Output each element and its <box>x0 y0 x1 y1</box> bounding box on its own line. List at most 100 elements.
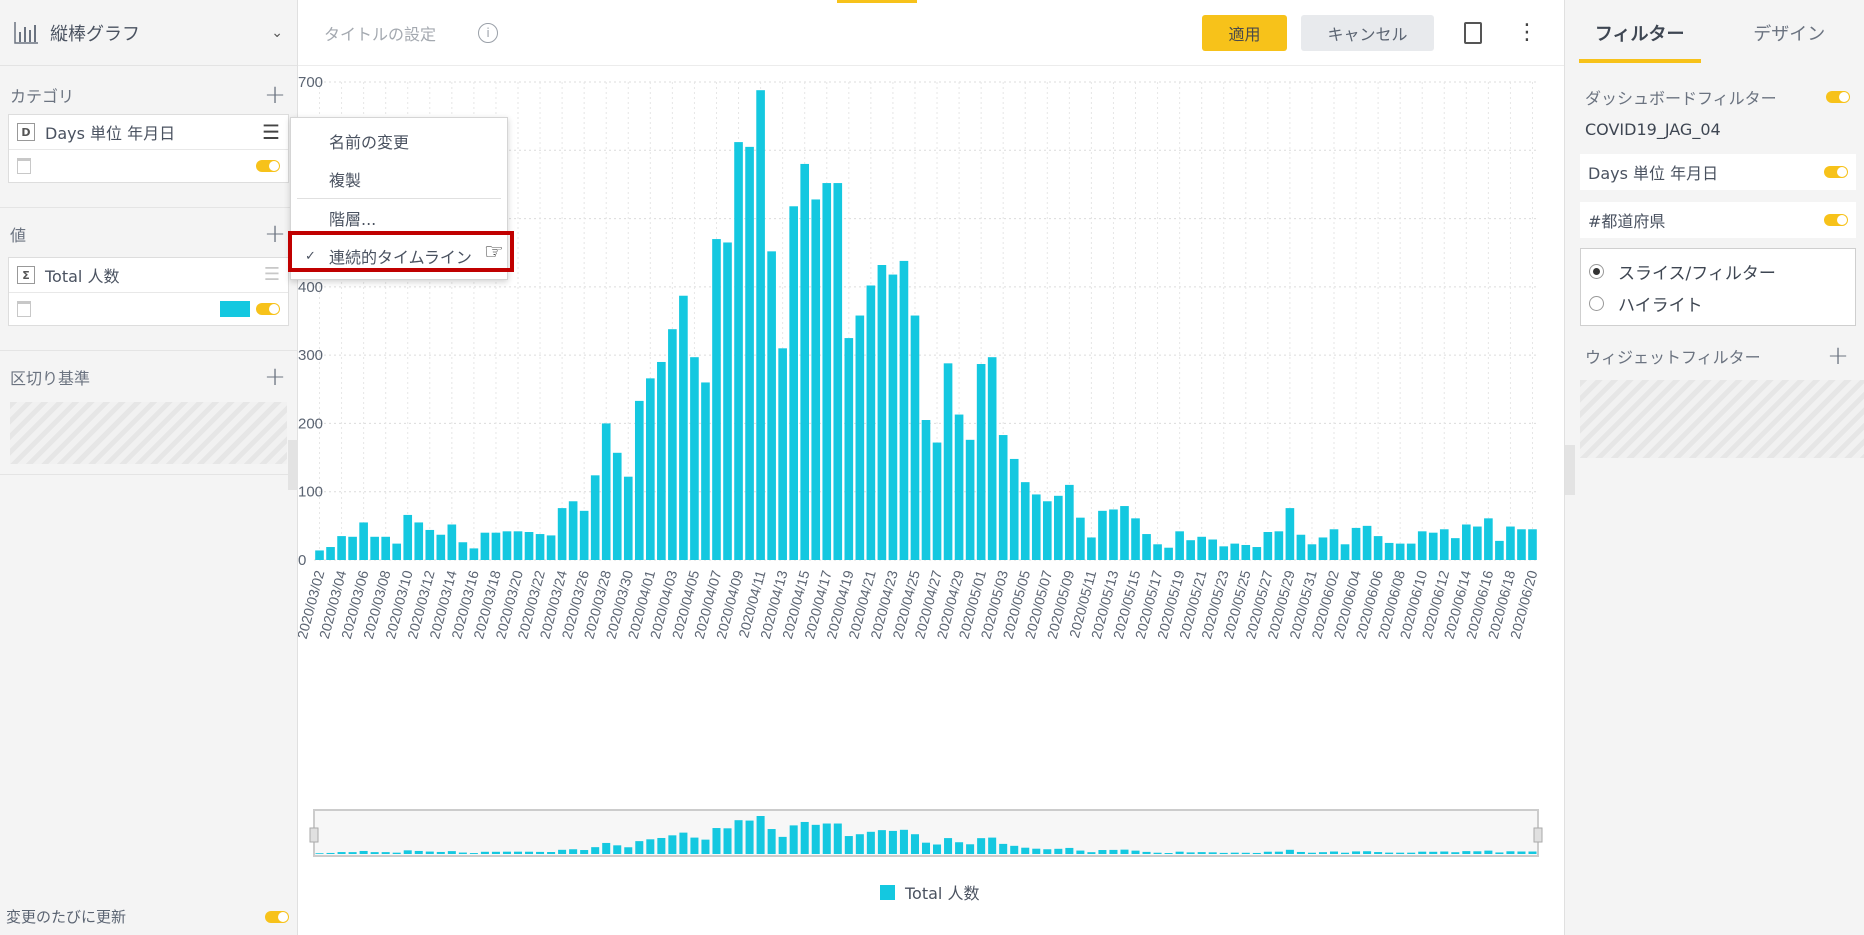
y-tick-label: 200 <box>298 415 323 432</box>
bar <box>535 534 545 560</box>
bar <box>1406 543 1416 560</box>
bar <box>1318 537 1328 560</box>
add-category-icon[interactable]: + <box>264 80 286 110</box>
title-input[interactable]: タイトルの設定 <box>324 24 437 44</box>
navigator-bar <box>910 834 919 854</box>
bar <box>855 315 865 560</box>
bar <box>1506 526 1515 560</box>
navigator-bar <box>414 850 423 854</box>
navigator-bar <box>1230 852 1239 854</box>
menu-item-rename[interactable]: 名前の変更 <box>329 133 410 152</box>
bar <box>623 476 633 560</box>
bar <box>1109 509 1118 560</box>
bar <box>359 522 368 560</box>
navigator-bar <box>690 837 699 854</box>
sigma-badge-icon: Σ <box>17 266 35 284</box>
bar <box>568 501 578 560</box>
bar <box>690 357 699 560</box>
bar <box>1230 543 1240 560</box>
value-field-row[interactable]: Σ Total 人数 ☰ <box>9 258 288 293</box>
trash-icon[interactable] <box>17 158 31 174</box>
navigator-bar <box>679 832 688 854</box>
navigator-bar <box>966 844 975 854</box>
bar <box>1395 543 1405 560</box>
hamburger-menu-icon[interactable]: ☰ <box>262 120 280 144</box>
filter-toggle[interactable] <box>1824 166 1848 178</box>
navigator-bar <box>613 845 622 854</box>
navigator-bar <box>822 823 831 854</box>
navigator-bar <box>1462 851 1471 854</box>
value-toggle[interactable] <box>256 303 280 315</box>
navigator-bar <box>348 852 357 854</box>
apply-button[interactable]: 適用 <box>1202 14 1287 51</box>
radio-checked-icon <box>1589 263 1604 279</box>
add-widget-filter-icon[interactable]: + <box>1827 341 1849 371</box>
bar <box>888 274 898 560</box>
widget-filter-drop-zone[interactable] <box>1580 380 1864 458</box>
info-icon[interactable]: i <box>478 22 499 43</box>
widget-toolbar: タイトルの設定 i 適用 キャンセル ⋮ <box>298 0 1564 66</box>
tab-filter[interactable]: フィルター <box>1565 0 1715 66</box>
navigator-bar <box>1451 852 1460 854</box>
y-tick-label: 100 <box>298 484 323 501</box>
menu-item-duplicate[interactable]: 複製 <box>329 171 362 190</box>
left-collapse-handle[interactable] <box>288 440 298 490</box>
bar <box>745 146 754 560</box>
menu-item-continuous-timeline[interactable]: 連続的タイムライン <box>291 237 507 275</box>
navigator-bar <box>502 851 511 854</box>
bar <box>601 423 611 560</box>
bar <box>1076 517 1085 560</box>
dashboard-filter-toggle[interactable] <box>1826 91 1850 103</box>
bar <box>1495 540 1504 560</box>
navigator-bar <box>381 852 390 854</box>
document-check-icon[interactable] <box>1464 21 1482 44</box>
filter-card-prefecture[interactable]: #都道府県 <box>1580 202 1856 238</box>
navigator-bar <box>1142 851 1151 854</box>
navigator-bar <box>734 820 743 854</box>
more-options-icon[interactable]: ⋮ <box>1516 19 1538 45</box>
radio-label: スライス/フィルター <box>1618 263 1776 284</box>
bar <box>833 183 843 560</box>
navigator-bar <box>635 841 644 854</box>
navigator-bar <box>1032 848 1041 854</box>
category-field-row[interactable]: D Days 単位 年月日 ☰ <box>9 115 288 150</box>
navigator-bar <box>558 849 567 854</box>
filter-card-date[interactable]: Days 単位 年月日 <box>1580 154 1856 190</box>
navigator-bar <box>1473 851 1482 854</box>
right-panel: フィルター デザイン ダッシュボードフィルター COVID19_JAG_04 D… <box>1564 0 1864 935</box>
color-swatch[interactable] <box>220 301 250 317</box>
filter-toggle[interactable] <box>1824 214 1848 226</box>
add-breakby-icon[interactable]: + <box>264 362 286 392</box>
bar <box>1020 482 1030 560</box>
bar <box>337 536 346 560</box>
add-value-icon[interactable]: + <box>264 219 286 249</box>
navigator-handle-left <box>309 827 319 843</box>
menu-item-hierarchy[interactable]: 階層... <box>329 210 377 229</box>
chart-type-selector[interactable]: 縦棒グラフ ⌄ <box>0 0 297 66</box>
cancel-button[interactable]: キャンセル <box>1301 14 1434 51</box>
left-panel: 縦棒グラフ ⌄ カテゴリ + D Days 単位 年月日 ☰ 値 + <box>0 0 298 935</box>
chevron-down-icon[interactable]: ⌄ <box>271 24 283 41</box>
tab-design[interactable]: デザイン <box>1753 24 1826 45</box>
navigator-bar <box>1440 851 1449 854</box>
auto-update-toggle[interactable] <box>265 910 289 923</box>
bar <box>1219 546 1229 560</box>
breakby-drop-zone[interactable] <box>10 402 287 464</box>
navigator-bar <box>580 850 589 854</box>
right-collapse-handle[interactable] <box>1565 445 1575 495</box>
bar-chart: 0100200300400500600700 2020/03/022020/03… <box>298 74 1543 857</box>
divider <box>0 350 297 362</box>
hamburger-menu-icon[interactable]: ☰ <box>263 264 280 285</box>
navigator-bar <box>944 838 953 854</box>
radio-slice-filter[interactable]: スライス/フィルター <box>1589 255 1847 287</box>
widget-filter-label: ウィジェットフィルター <box>1585 348 1761 367</box>
navigator-bar <box>370 852 379 854</box>
value-section-label: 値 <box>10 226 27 245</box>
radio-highlight[interactable]: ハイライト <box>1589 287 1847 319</box>
navigator-bar <box>547 852 556 854</box>
trash-icon[interactable] <box>17 301 31 317</box>
navigator-bar <box>591 847 600 854</box>
bar <box>1009 458 1019 560</box>
category-toggle[interactable] <box>256 160 280 172</box>
